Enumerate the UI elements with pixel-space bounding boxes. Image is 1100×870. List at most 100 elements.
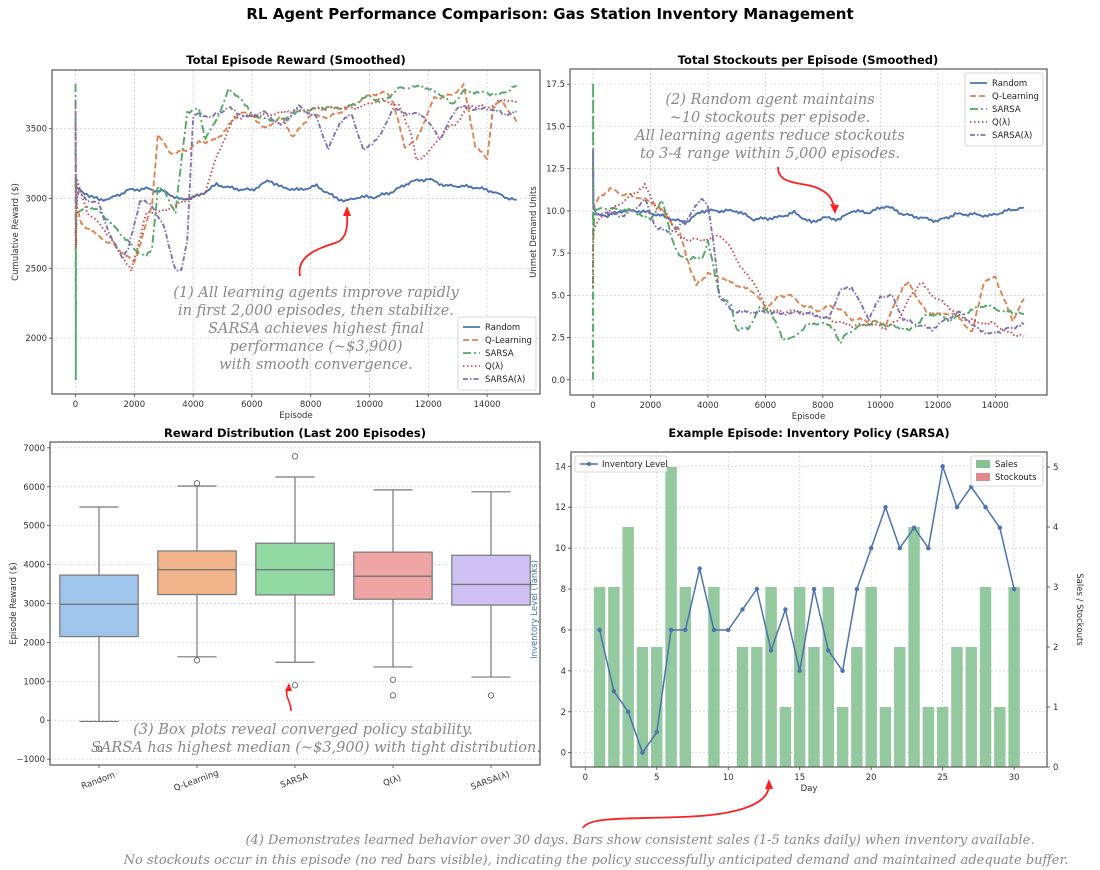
y-tick-label: 5000 [23,522,45,532]
y2-tick-label: 1 [1053,703,1058,713]
x-tick-label: 4000 [182,400,204,410]
y-tick-label: 6000 [23,483,45,493]
plot-frame [49,441,541,766]
y-tick-label: 8 [561,585,566,595]
y-tick-label: 10.0 [546,207,565,217]
series-line-sarsa [74,83,518,381]
annotation-4-arrowhead [765,779,773,789]
x-tick-label: 4000 [697,401,719,411]
inventory-point [1011,586,1017,592]
y-tick-label: 15.0 [546,122,565,132]
x-tick-label: 6000 [755,401,777,411]
outlier-point [487,692,495,699]
y-tick-label: 12.5 [546,165,565,175]
y2-tick-label: 3 [1053,583,1058,593]
sales-bar [736,647,749,767]
x-tick-label: SARSA [279,771,310,790]
y-ticks: 0.0 2.5 5.0 7.5 10.0 12.5 15.0 17.5 [546,80,570,386]
figure-suptitle: RL Agent Performance Comparison: Gas Sta… [246,5,853,23]
inventory-point [754,586,760,592]
sales-bar [965,647,977,767]
y-tick-label: 5.0 [551,291,565,301]
series-line-random [74,177,517,203]
series-line-sarsa [592,81,1025,380]
x-tick-label: 25 [937,773,948,783]
panel-reward-distribution: Reward Distribution (Last 200 Episodes) … [9,426,541,794]
sales-bar [665,467,677,767]
outlier-point [291,682,299,689]
inventory-point [911,525,917,530]
box-q- [353,489,433,699]
x-axis-label: Episode [279,411,312,421]
y-tick-label: 1000 [23,677,45,687]
legend-label: Random [485,323,520,333]
inventory-point [654,730,659,735]
series-line-q-learning [74,82,518,263]
outlier-point [193,657,201,664]
legend-label-stockouts: Stockouts [995,473,1037,483]
annotation-1-arrowhead [343,206,351,216]
inventory-point [783,607,788,612]
sales-bar [836,707,849,767]
legend-label: SARSA [992,105,1021,115]
y-tick-label: 6 [561,626,566,636]
legend-box [964,72,1044,147]
box-sarsa [255,453,335,689]
box-iqr [157,550,237,596]
y-tick-label: 4000 [23,561,45,571]
annotation-3-arrowhead [285,683,292,691]
x-tick-label: 0 [583,773,588,783]
x-tick-label: 14000 [982,401,1009,411]
x-tick-label: 10000 [356,400,383,410]
sales-bar [951,647,963,767]
sales-bar [593,587,606,767]
legend-label: Q-Learning [992,92,1039,102]
y-tick-label: 4 [561,667,566,677]
inventory-polyline [598,463,1015,755]
box-sarsa- [451,491,531,699]
legend-label: SARSA(λ) [992,131,1032,141]
legend-swatch-sales [976,460,990,468]
sales-bar [779,707,792,767]
x-tick-label: 14000 [474,400,501,410]
y-tick-label: 3000 [25,194,47,204]
inventory-line [597,463,1017,755]
annotation-2: (2) Random agent maintains ~10 stockouts… [633,92,905,214]
x-axis-label: Episode [792,412,825,422]
box-iqr [451,554,531,606]
legend-label: Q(λ) [485,362,503,372]
series-line-sarsa- [74,100,517,272]
inventory-point [997,525,1003,530]
sales-bar [636,647,649,767]
sales-bar [679,587,692,767]
annotation-2-arrow [777,166,835,208]
plot-frame [51,69,541,395]
x-tick-label: 10 [723,773,734,783]
inventory-point [740,607,745,612]
y-tick-label: 17.5 [546,80,565,90]
inventory-point [840,668,845,674]
box-random [59,506,139,752]
inventory-point [768,648,774,653]
sales-bar [793,587,806,767]
y-axis-label: Cumulative Reward ($) [11,183,21,281]
y-tick-label: −1000 [16,755,45,765]
inventory-point [683,627,688,633]
y-tick-label: 2 [561,708,566,718]
inventory-point [883,505,888,510]
sales-bar [822,587,835,767]
x-tick-label: 10000 [867,401,894,411]
inventory-point [983,505,988,510]
plot-frame [570,451,1048,768]
legend-swatch-stockouts [976,473,990,481]
y-tick-label: 12 [555,503,566,513]
x-tick-label: 2000 [123,400,145,410]
y-ticks-right: 0 1 2 3 4 5 [1047,463,1058,773]
inventory-point [926,545,931,551]
annotation-3-line: (3) Box plots reveal converged policy st… [133,722,473,738]
y2-tick-label: 0 [1053,763,1058,773]
annotation-1-line: in first 2,000 episodes, then stabilize. [178,303,454,319]
annotation-1-line: SARSA achieves highest final [208,321,424,337]
x-tick-label: 15 [794,773,805,783]
